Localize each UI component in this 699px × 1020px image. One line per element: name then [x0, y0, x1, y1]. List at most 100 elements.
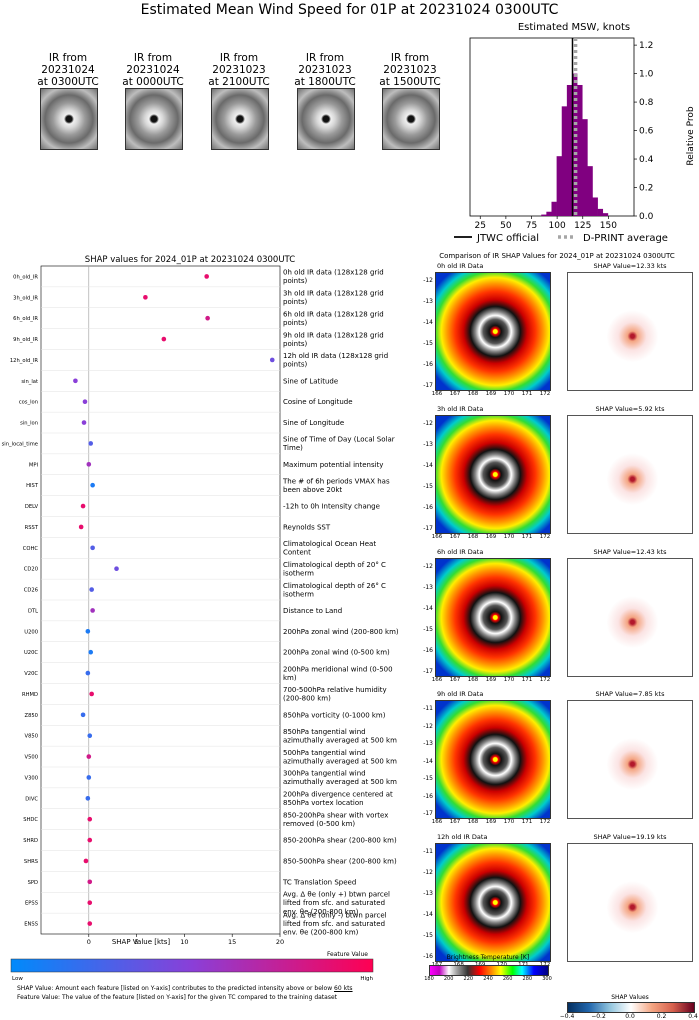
legend-jtwc-label: JTWC official — [476, 233, 539, 244]
histogram-bar — [582, 119, 588, 216]
ir-thumb-caption: IR from 20231024 at 0000UTC — [115, 52, 191, 88]
shap-panel-image — [567, 700, 693, 819]
msw-histogram: Estimated MSW, knots 25 50 75 100 125 150 0.0 0… — [454, 22, 696, 244]
ir-panel-xtick: 171 — [521, 819, 533, 825]
shap-feature-code: CD26 — [24, 588, 38, 594]
shap-feature-code: ENSS — [24, 922, 38, 928]
shap-feature-description: 0h old IR data (128x128 grid — [283, 269, 384, 277]
histogram-bar — [587, 166, 593, 216]
shap-feature-description: TC Translation Speed — [282, 878, 356, 886]
shap-feature-code: SHDC — [23, 817, 38, 823]
shap-feature-code: U200 — [24, 629, 38, 635]
ir-panel-xtick: 171 — [521, 391, 533, 397]
ir-thumb-caption-line: IR from — [390, 52, 430, 64]
ir-panel-ytick: -14 — [423, 319, 433, 326]
shap-point — [89, 587, 94, 592]
ir-panel-xtick: 170 — [503, 819, 515, 825]
ir-panel-ytick: -12 — [423, 869, 433, 876]
shap-point — [86, 754, 92, 759]
footnote-threshold-link: 60 kts — [334, 985, 353, 992]
ir-thumb-caption-line: IR from — [219, 52, 259, 64]
histogram-bar — [602, 213, 609, 216]
shap-feature-description: 500hPa tangential wind — [283, 749, 366, 757]
shap-feature-code: V850 — [25, 734, 38, 740]
ir-panel-xtick: 168 — [467, 677, 479, 683]
histogram-xtick-label: 25 — [475, 221, 486, 231]
shap-point — [90, 545, 95, 551]
shap-feature-code: 6h_old_IR — [13, 316, 38, 322]
ir-panel-ytick: -15 — [423, 626, 433, 633]
ir-panel-xtick: 166 — [431, 391, 443, 397]
ir-panel-xtick: 168 — [467, 534, 479, 540]
shap-feature-description: Climatological depth of 26° C — [283, 582, 386, 590]
shap-xtick-label: 15 — [228, 938, 236, 946]
shap-feature-description: Sine of Time of Day (Local Solar — [283, 436, 395, 444]
shap-feature-description: Reynolds SST — [283, 523, 331, 531]
shap-xlabel: SHAP Value [kts] — [112, 938, 171, 946]
histogram-frame — [469, 37, 635, 217]
histogram-ytick-label: 0.8 — [639, 98, 654, 108]
shap-point — [143, 295, 148, 300]
ir-panel-ytick: -16 — [423, 361, 433, 368]
shap-feature-code: COHC — [23, 546, 39, 552]
shap-xtick-label: 0 — [87, 938, 91, 946]
ir-panel-image — [435, 558, 551, 677]
ir-panel-xtick: 172 — [539, 819, 551, 825]
shap-point — [87, 733, 93, 738]
histogram-ylabel: Relative Prob — [686, 106, 696, 165]
ir-panel-ytick: -12 — [423, 277, 433, 284]
shap-feature-description: isotherm — [283, 590, 314, 598]
ir-panel-xtick: 167 — [449, 534, 461, 540]
shap-feature-description: 200hPa divergence centered at — [283, 791, 393, 799]
ir-panel-ytick: -13 — [423, 441, 433, 448]
shap-feature-description: 300hPa tangential wind — [283, 770, 366, 778]
histogram-xtick-label: 50 — [500, 221, 512, 231]
ir-thumb-caption: IR from 20231024 at 0300UTC — [30, 52, 106, 88]
shap-point — [205, 315, 210, 321]
shap-panel-image — [567, 558, 693, 677]
bt-colorbar-tick: 240 — [483, 976, 493, 982]
bt-colorbar-tick: 260 — [502, 976, 513, 982]
ir-thumb-caption: IR from 20231023 at 2100UTC — [201, 52, 277, 88]
shap-feature-description: 850-200hPa shear (200-800 km) — [283, 837, 397, 845]
ir-panel-ytick: -13 — [423, 740, 433, 747]
shap-point — [86, 775, 92, 780]
shap-point — [269, 357, 275, 363]
ir-thumb-image — [382, 88, 440, 150]
ir-panel-image — [435, 272, 551, 391]
shap-feature-code: SPD — [28, 880, 38, 886]
ir-panel-ytick: -14 — [423, 757, 433, 765]
shap-point — [204, 274, 209, 279]
ir-panel-title: 3h old IR Data — [437, 405, 484, 413]
ir-thumb-image — [40, 88, 98, 150]
shap-feature-code: CD20 — [24, 567, 38, 573]
shap-feature-code: sin_lon — [20, 421, 38, 427]
histogram-bar — [561, 106, 568, 216]
ir-thumb-caption-line: at 2100UTC — [208, 76, 270, 88]
shap-feature-description: 200hPa zonal wind (200-800 km) — [283, 628, 399, 636]
histogram-ytick-label: 0.0 — [639, 212, 654, 222]
shap-feature-description: km) — [283, 674, 297, 682]
ir-panel-ytick: -14 — [423, 605, 433, 612]
shap-panel-title: SHAP Value=7.85 kts — [595, 690, 665, 698]
shap-xtick-label: 20 — [276, 938, 284, 946]
shap-feature-description: points) — [283, 319, 307, 327]
shap-panel-title: SHAP Value=12.33 kts — [593, 262, 667, 270]
ir-panel-ytick: -11 — [423, 705, 433, 712]
histogram-bar — [571, 73, 578, 216]
shap-feature-description: 200hPa zonal wind (0-500 km) — [283, 649, 390, 657]
shap-point — [80, 503, 86, 509]
shap-feature-description: 850-500hPa shear (200-800 km) — [283, 857, 397, 865]
colorbar-high-label: High — [360, 976, 373, 982]
ir-thumb-caption: IR from 20231023 at 1800UTC — [287, 52, 363, 88]
ir-panel-xtick: 168 — [467, 391, 479, 397]
shap-feature-code: cos_lon — [19, 400, 38, 406]
shap-feature-code: DELV — [25, 504, 39, 510]
shap-feature-description: Avg. Δ θe (only -) btwn parcel — [283, 911, 387, 919]
shap-point — [89, 691, 94, 697]
histogram-ytick-label: 1.0 — [639, 70, 654, 80]
ir-panel-ytick: -13 — [423, 890, 433, 897]
ir-panel-ytick: -13 — [423, 298, 433, 305]
ir-panel-ytick: -12 — [423, 563, 433, 570]
histogram-xtick-label: 150 — [600, 221, 617, 231]
